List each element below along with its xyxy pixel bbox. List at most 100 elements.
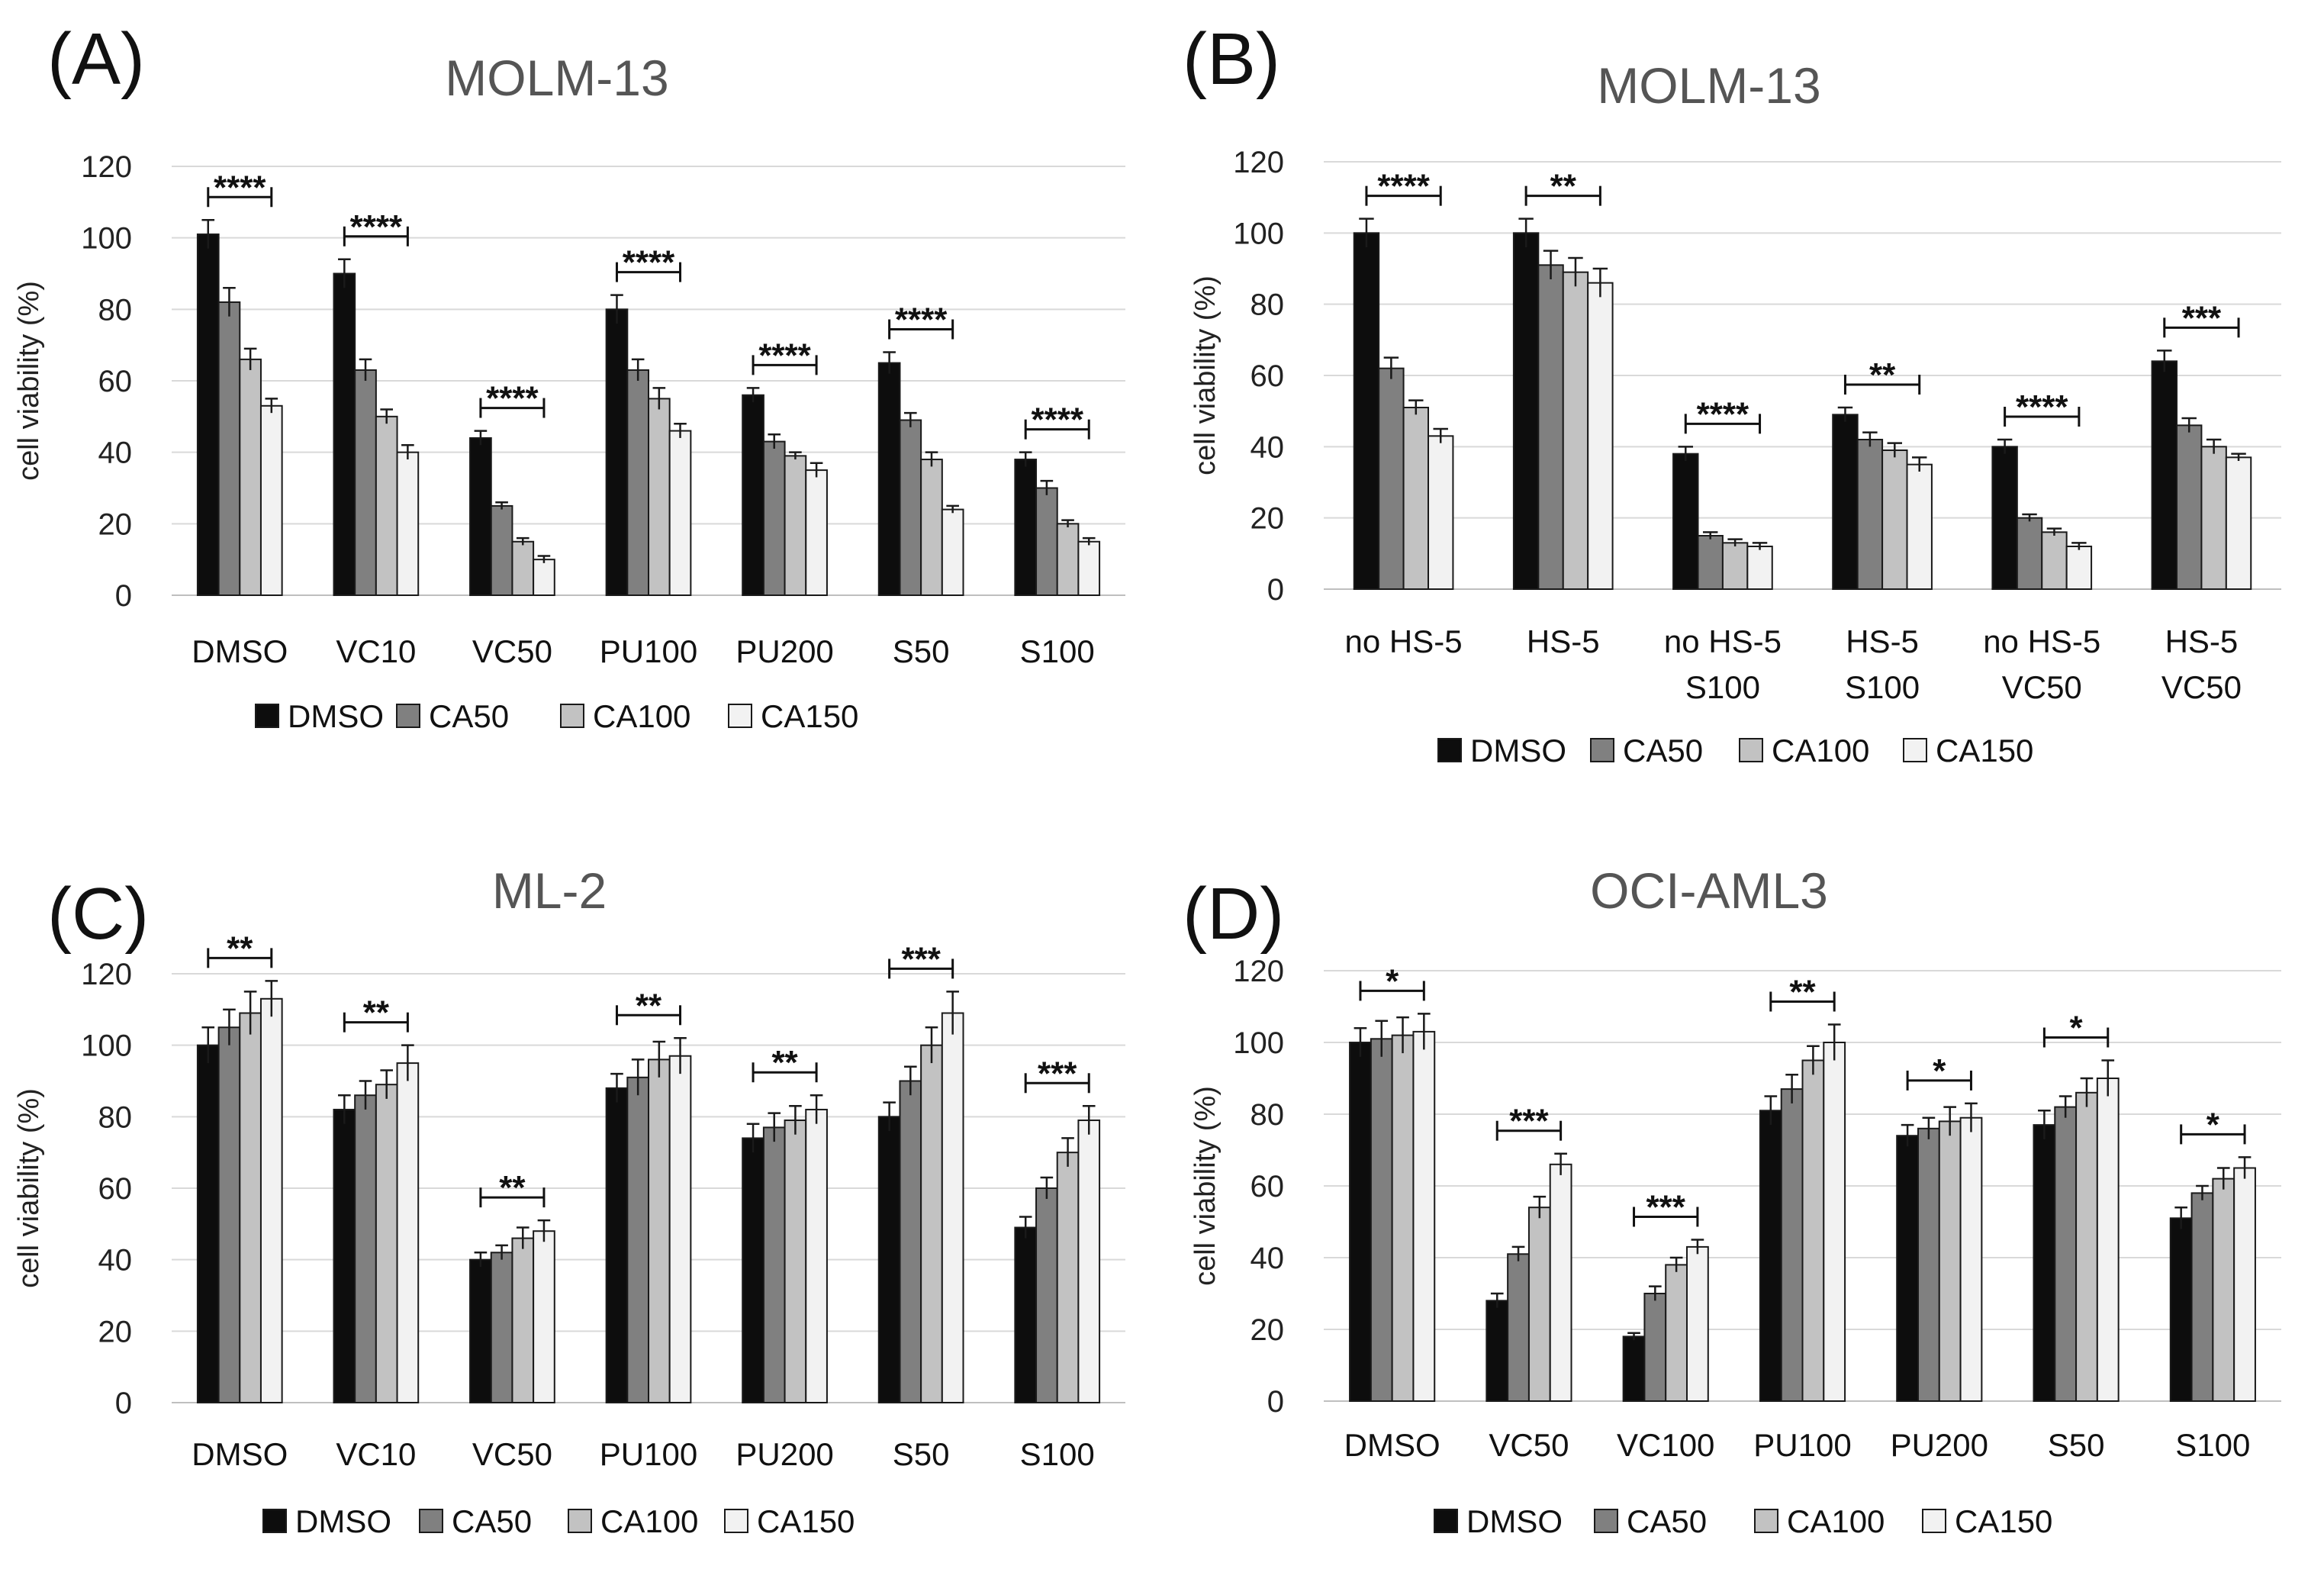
legend-swatch-ca150 bbox=[1903, 738, 1927, 762]
category-label: S50 bbox=[893, 633, 950, 669]
bar-dmso bbox=[1014, 1226, 1038, 1404]
bar-ca100 bbox=[511, 540, 535, 596]
bar-ca100 bbox=[920, 1044, 943, 1403]
bar-ca150 bbox=[1077, 1120, 1101, 1404]
bar-ca100 bbox=[1938, 1120, 1962, 1403]
y-axis-label: cell viability (%) bbox=[1189, 1086, 1222, 1286]
y-axis-label: cell viability (%) bbox=[13, 1088, 45, 1288]
category-label: VC50 bbox=[2161, 669, 2242, 705]
category-label: HS-5 bbox=[1846, 623, 1919, 659]
bar-ca150 bbox=[396, 1062, 420, 1404]
category-label: PU100 bbox=[1753, 1427, 1851, 1463]
bar-ca50 bbox=[1856, 439, 1884, 590]
bar-ca100 bbox=[1665, 1264, 1688, 1403]
chart-title: MOLM-13 bbox=[445, 50, 668, 106]
y-tick-label: 80 bbox=[1251, 288, 1285, 322]
legend-swatch-ca50 bbox=[419, 1509, 443, 1533]
category-label: PU200 bbox=[1891, 1427, 1988, 1463]
bar-ca150 bbox=[1959, 1116, 1983, 1402]
category-label: PU200 bbox=[736, 633, 833, 669]
category-label: VC10 bbox=[336, 1436, 416, 1472]
bar-ca100 bbox=[1562, 271, 1589, 590]
bar-ca150 bbox=[259, 404, 283, 596]
bar-ca150 bbox=[805, 469, 828, 596]
y-tick-label: 120 bbox=[81, 150, 132, 184]
bar-ca150 bbox=[2096, 1078, 2120, 1402]
legend-swatch-ca150 bbox=[1922, 1509, 1946, 1533]
significance-label: * bbox=[1933, 1052, 1946, 1090]
bar-dmso bbox=[742, 1137, 764, 1404]
significance-label: **** bbox=[758, 337, 811, 374]
legend-label: DMSO bbox=[1466, 1503, 1563, 1539]
y-tick-label: 40 bbox=[98, 1244, 133, 1277]
significance-label: ** bbox=[1550, 168, 1577, 205]
bar-ca50 bbox=[490, 1252, 513, 1404]
bar-dmso bbox=[877, 362, 901, 596]
significance-label: ** bbox=[1869, 356, 1896, 394]
bar-ca150 bbox=[533, 559, 555, 597]
legend-swatch-dmso bbox=[1434, 1509, 1458, 1533]
category-label: PU100 bbox=[600, 1436, 697, 1472]
bar-ca100 bbox=[784, 1120, 807, 1404]
bar-ca50 bbox=[762, 1126, 786, 1403]
bar-dmso bbox=[1353, 232, 1380, 590]
legend-label: CA100 bbox=[1772, 733, 1869, 768]
legend-swatch-ca100 bbox=[1754, 1509, 1778, 1533]
bar-ca100 bbox=[1881, 449, 1908, 590]
y-axis-label: cell viability (%) bbox=[1189, 275, 1222, 475]
legend-label: CA50 bbox=[452, 1503, 532, 1539]
bar-ca50 bbox=[2016, 517, 2043, 591]
category-label: DMSO bbox=[192, 633, 288, 669]
bar-ca150 bbox=[2233, 1167, 2256, 1402]
bar-ca50 bbox=[899, 1080, 922, 1403]
legend-swatch-ca100 bbox=[568, 1509, 592, 1533]
bar-ca150 bbox=[941, 508, 964, 596]
bar-ca150 bbox=[1549, 1163, 1572, 1403]
bar-ca150 bbox=[2065, 546, 2093, 590]
y-tick-label: 20 bbox=[1251, 502, 1285, 536]
legend-swatch-dmso bbox=[1437, 738, 1462, 762]
y-tick-label: 60 bbox=[98, 365, 133, 398]
category-label: PU100 bbox=[600, 633, 697, 669]
bar-ca100 bbox=[375, 415, 398, 596]
y-tick-label: 100 bbox=[1233, 1026, 1284, 1060]
bar-ca100 bbox=[648, 398, 671, 597]
significance-label: **** bbox=[1377, 168, 1430, 205]
y-tick-label: 60 bbox=[1251, 1170, 1285, 1203]
category-label: no HS-5 bbox=[1983, 623, 2100, 659]
bar-dmso bbox=[605, 1087, 629, 1404]
legend-label: CA150 bbox=[1936, 733, 2033, 768]
bar-dmso bbox=[333, 272, 356, 596]
legend-swatch-ca100 bbox=[1739, 738, 1763, 762]
legend-label: DMSO bbox=[288, 698, 384, 734]
category-label: VC50 bbox=[472, 633, 552, 669]
bar-ca50 bbox=[217, 1026, 241, 1403]
chart-panel-1: (A) MOLM-13 0 20 40 60 80 100 120 cell viability … bbox=[13, 18, 1125, 734]
y-tick-label: 80 bbox=[98, 293, 133, 327]
y-tick-label: 100 bbox=[81, 222, 132, 256]
bar-ca150 bbox=[2225, 456, 2252, 590]
bar-ca50 bbox=[1035, 487, 1058, 596]
legend-label: DMSO bbox=[1470, 733, 1566, 768]
legend-label: CA100 bbox=[600, 1503, 698, 1539]
bar-ca50 bbox=[354, 369, 377, 596]
bar-dmso bbox=[1622, 1335, 1646, 1403]
chart-panel-4: (D) OCI-AML3 0 20 40 60 80 100 120 cell viability… bbox=[1183, 862, 2281, 1539]
category-label: HS-5 bbox=[2165, 623, 2239, 659]
y-tick-label: 60 bbox=[98, 1172, 133, 1206]
bar-dmso bbox=[1512, 232, 1540, 590]
bar-ca50 bbox=[1643, 1293, 1667, 1402]
legend-swatch-ca150 bbox=[724, 1509, 748, 1533]
y-axis-label: cell viability (%) bbox=[13, 281, 45, 481]
bar-ca50 bbox=[626, 1076, 649, 1403]
bar-ca100 bbox=[239, 1012, 262, 1404]
y-tick-label: 40 bbox=[1251, 430, 1285, 464]
bar-ca50 bbox=[1917, 1127, 1940, 1403]
bar-dmso bbox=[2033, 1124, 2056, 1402]
legend-label: CA50 bbox=[429, 698, 509, 734]
legend-swatch-ca100 bbox=[560, 704, 584, 728]
bar-ca150 bbox=[1077, 540, 1101, 596]
bar-dmso bbox=[2169, 1217, 2193, 1403]
chart-panel-3: (C) ML-2 0 20 40 60 80 100 120 cell viability (%)… bbox=[13, 862, 1125, 1539]
bar-dmso bbox=[1672, 453, 1699, 591]
